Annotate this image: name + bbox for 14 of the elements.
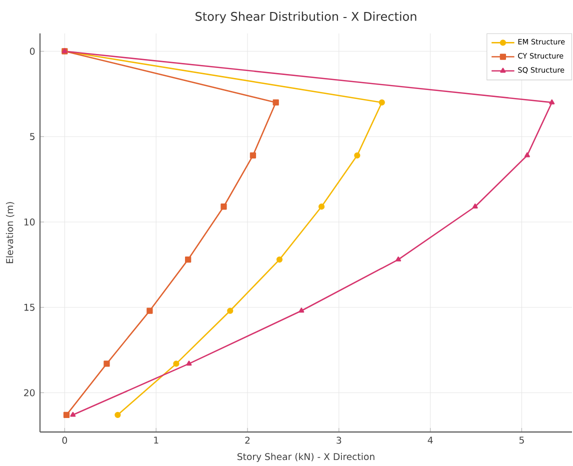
y-tick-label: 15	[24, 304, 34, 311]
x-tick-label: 0	[62, 436, 68, 444]
x-tick-label: 4	[428, 436, 433, 444]
x-tick-label: 2	[245, 436, 250, 444]
x-tick-label: 5	[519, 436, 524, 444]
y-tick-label: 5	[30, 132, 34, 140]
x-tick-label: 1	[154, 436, 158, 444]
y-axis-title: Elevation (m)	[6, 202, 14, 263]
x-tick-label: 3	[336, 436, 342, 444]
chart-title: Story Shear Distribution - X Direction	[196, 11, 416, 24]
y-tick-label: 10	[24, 218, 35, 226]
y-tick-label: 0	[30, 48, 35, 55]
y-tick-label: 20	[24, 389, 35, 396]
x-axis-title: Story Shear (kN) - X Direction	[238, 452, 374, 462]
